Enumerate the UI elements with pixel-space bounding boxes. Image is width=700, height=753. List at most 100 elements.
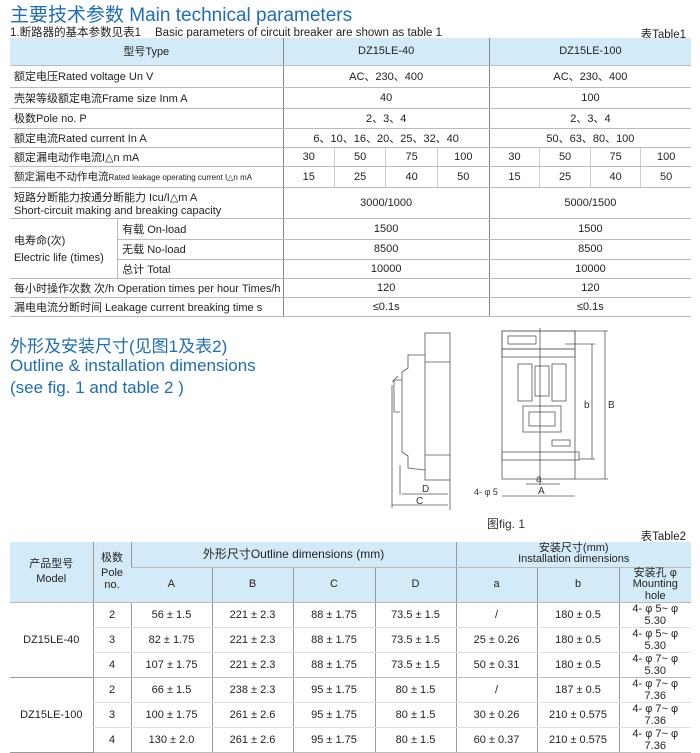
row-label: 壳架等级额定电流Frame size Inm A [10,87,284,109]
table-row: 额定电流Rated current In A 6、10、16、20、25、32、4… [10,128,691,148]
dimension-cell: 73.5 ± 1.5 [374,602,456,629]
cell: 50 [539,147,591,167]
dim-hole: 4- φ 5 [474,487,498,497]
table-row: 3 100 ± 1.75 261 ± 2.6 95 ± 1.75 80 ± 1.5 30 … [10,702,691,729]
dim-b: b [584,400,590,411]
cell: AC、230、400 [282,65,490,88]
cell: 30 [282,147,335,167]
dimension-cell: 210 ± 0.575 [536,727,619,753]
dimension-cell: 130 ± 2.0 [130,727,212,753]
table-row: 额定电压Rated voltage Un V AC、230、400 AC、230、4… [10,65,691,88]
dimension-cell: 4- φ 7~ φ 5.30 [618,652,691,679]
dimension-cell: 88 ± 1.75 [292,627,375,654]
sub-label: 无载 No-load [117,239,284,260]
cell: 10000 [488,259,691,279]
header-row: 产品型号 Model 极数 Pole no. 外形尺寸Outline dimensi… [10,541,691,604]
pole-cell: 4 [92,727,131,753]
header-en: Mounting hole [632,578,678,602]
table-row: 总计 Total 10000 10000 [10,259,691,279]
header-B: B [211,567,293,604]
cell: 100 [640,147,691,167]
cell: 2、3、4 [488,108,691,129]
dimensions-table: 产品型号 Model 极数 Pole no. 外形尺寸Outline dimensi… [10,542,691,753]
table-row: 短路分断能力按通分断能力 Icu/I△m A Short-circuit maki… [10,187,691,219]
dimension-cell: 180 ± 0.5 [536,627,619,654]
header-en: Pole no. [100,567,124,591]
cell: 40 [385,166,438,188]
dimension-cell: 95 ± 1.75 [292,727,375,753]
caption-cn: 1.断路器的基本参数见表1 [10,27,141,39]
cell: AC、230、400 [488,65,691,88]
cell: 25 [333,166,386,188]
table-row: 壳架等级额定电流Frame size Inm A 40 100 [10,87,691,109]
table-row: DZ15LE-100 2 66 ± 1.5 238 ± 2.3 95 ± 1.75 80 … [10,677,691,753]
dimension-cell: 73.5 ± 1.5 [374,652,456,679]
header-outline: 外形尺寸Outline dimensions (mm) [130,542,456,568]
table-row: 漏电电流分断时间 Leakage current breaking time s… [10,297,691,317]
header-cn: 安装孔 φ [633,566,677,579]
cell: ≤0.1s [282,297,490,317]
dimension-cell: 180 ± 0.5 [536,602,619,629]
dimension-cell: 210 ± 0.575 [536,702,619,729]
dim-a: a [536,474,542,485]
cell: 50 [436,166,490,188]
model-cell: DZ15LE-40 [10,602,93,679]
cell: 8500 [282,239,490,260]
table2-label: 表Table2 [640,531,686,543]
dimension-cell: 80 ± 1.5 [374,677,456,704]
table-row: 3 82 ± 1.75 221 ± 2.3 88 ± 1.75 73.5 ± 1.5 25… [10,627,691,654]
header-en: Installation dimensions [518,553,630,566]
table-row: DZ15LE-40 2 56 ± 1.5 221 ± 2.3 88 ± 1.75 73.5… [10,602,691,679]
table-row: 额定漏电不动作电流Rated leakage operating current… [10,166,691,188]
dim-A: A [538,486,545,497]
outline-drawing: D C a A b B 4- φ 5 [391,328,615,510]
header-model: 产品型号 Model [10,542,93,604]
cell: 15 [282,166,335,188]
header-A: A [131,567,212,604]
header-cn: 安装尺寸(mm) [538,541,609,554]
table-row: 4 130 ± 2.0 261 ± 2.6 95 ± 1.75 80 ± 1.5 60 ±… [10,727,691,753]
header-D: D [374,567,456,604]
header-dz15le-100: DZ15LE-100 [488,38,691,66]
cell: 120 [488,278,691,298]
label-line1: 短路分断能力按通分断能力 Icu/I△m A [14,191,198,204]
header-hole: 安装孔 φ Mounting hole [618,566,691,604]
front-view [501,328,608,497]
dimension-cell: 261 ± 2.6 [211,702,293,729]
dimension-cell: 88 ± 1.75 [292,652,375,679]
sub-label: 总计 Total [117,259,284,279]
dim-C: C [416,496,423,507]
section-title-cn: 外形及安装尺寸(见图1及表2) [10,337,228,356]
header-b: b [536,567,619,604]
dimension-cell: 80 ± 1.5 [374,702,456,729]
dimension-cell: 187 ± 0.5 [536,677,619,704]
cell: 1500 [282,218,490,240]
cell: 75 [385,147,438,167]
parameters-table: 型号Type DZ15LE-40 DZ15LE-100 额定电压Rated volt… [10,38,691,317]
row-label: 短路分断能力按通分断能力 Icu/I△m A Short-circuit maki… [10,187,284,219]
table1-caption: 1.断路器的基本参数见表1 Basic parameters of circuit… [10,24,442,40]
dimension-cell: 4- φ 5~ φ 5.30 [618,602,691,629]
dimension-cell: 88 ± 1.75 [292,602,375,629]
header-install: 安装尺寸(mm) Installation dimensions [455,541,691,568]
dimension-cell: 107 ± 1.75 [130,652,212,679]
pole-cell: 2 [92,602,131,629]
row-label: 额定漏电不动作电流Rated leakage operating current… [10,166,284,188]
row-label: 电寿命(次) Electric life (times) [10,218,118,279]
dimension-cell: 95 ± 1.75 [292,677,375,704]
dimension-cell: 4- φ 7~ φ 7.36 [618,727,691,753]
cell: 50 [640,166,691,188]
row-label: 漏电电流分断时间 Leakage current breaking time s [10,297,284,317]
dimension-cell: 56 ± 1.5 [130,602,212,629]
table-row: 无载 No-load 8500 8500 [10,239,691,260]
row-label: 额定漏电动作电流I△n mA [10,147,284,167]
cell: 75 [589,147,641,167]
row-label: 每小时操作次数 次/h Operation times per hour Tim… [10,278,284,298]
dimension-cell: 50 ± 0.31 [455,652,537,679]
table-row: 电寿命(次) Electric life (times) 有载 On-load 150… [10,218,691,279]
cell: 1500 [488,218,691,240]
cell: 8500 [488,239,691,260]
cell: 40 [282,87,490,109]
row-label: 额定电压Rated voltage Un V [10,65,284,88]
